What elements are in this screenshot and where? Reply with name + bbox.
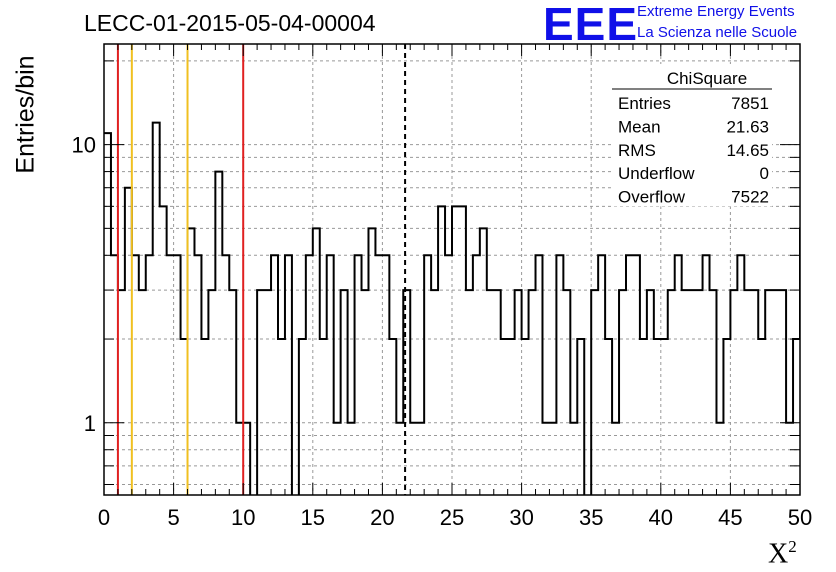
stats-label: Mean xyxy=(618,117,661,136)
org-name-line2: La Scienza nelle Scuole xyxy=(637,24,798,41)
x-tick-label: 15 xyxy=(301,505,325,530)
stats-box xyxy=(612,64,772,207)
stats-value: 21.63 xyxy=(726,117,769,136)
stats-label: RMS xyxy=(618,141,656,160)
stats-title: ChiSquare xyxy=(667,69,747,88)
stats-label: Underflow xyxy=(618,164,695,183)
x-tick-label: 0 xyxy=(98,505,110,530)
chart-title: LECC-01-2015-05-04-00004 xyxy=(84,10,376,36)
x-tick-label: 40 xyxy=(649,505,673,530)
x-tick-label: 50 xyxy=(788,505,812,530)
y-tick-label: 1 xyxy=(84,411,96,436)
x-axis-label-text: X xyxy=(768,538,789,570)
y-tick-label: 10 xyxy=(72,133,96,158)
org-name-line1: Extreme Energy Events xyxy=(637,3,795,20)
x-tick-label: 5 xyxy=(167,505,179,530)
x-tick-label: 30 xyxy=(509,505,533,530)
x-axis-label-exponent: 2 xyxy=(788,537,797,556)
x-tick-label: 10 xyxy=(231,505,255,530)
stats-label: Entries xyxy=(618,94,671,113)
stats-value: 14.65 xyxy=(726,141,769,160)
x-axis-label: X2 xyxy=(768,537,797,570)
stats-value: 7522 xyxy=(731,188,769,207)
eee-logo: EEE xyxy=(543,0,639,50)
stats-value: 0 xyxy=(760,164,769,183)
x-tick-label: 35 xyxy=(579,505,603,530)
x-tick-label: 45 xyxy=(718,505,742,530)
histogram-line xyxy=(104,121,800,495)
x-tick-label: 25 xyxy=(440,505,464,530)
stats-label: Overflow xyxy=(618,188,686,207)
stats-value: 7851 xyxy=(731,94,769,113)
x-tick-label: 20 xyxy=(370,505,394,530)
